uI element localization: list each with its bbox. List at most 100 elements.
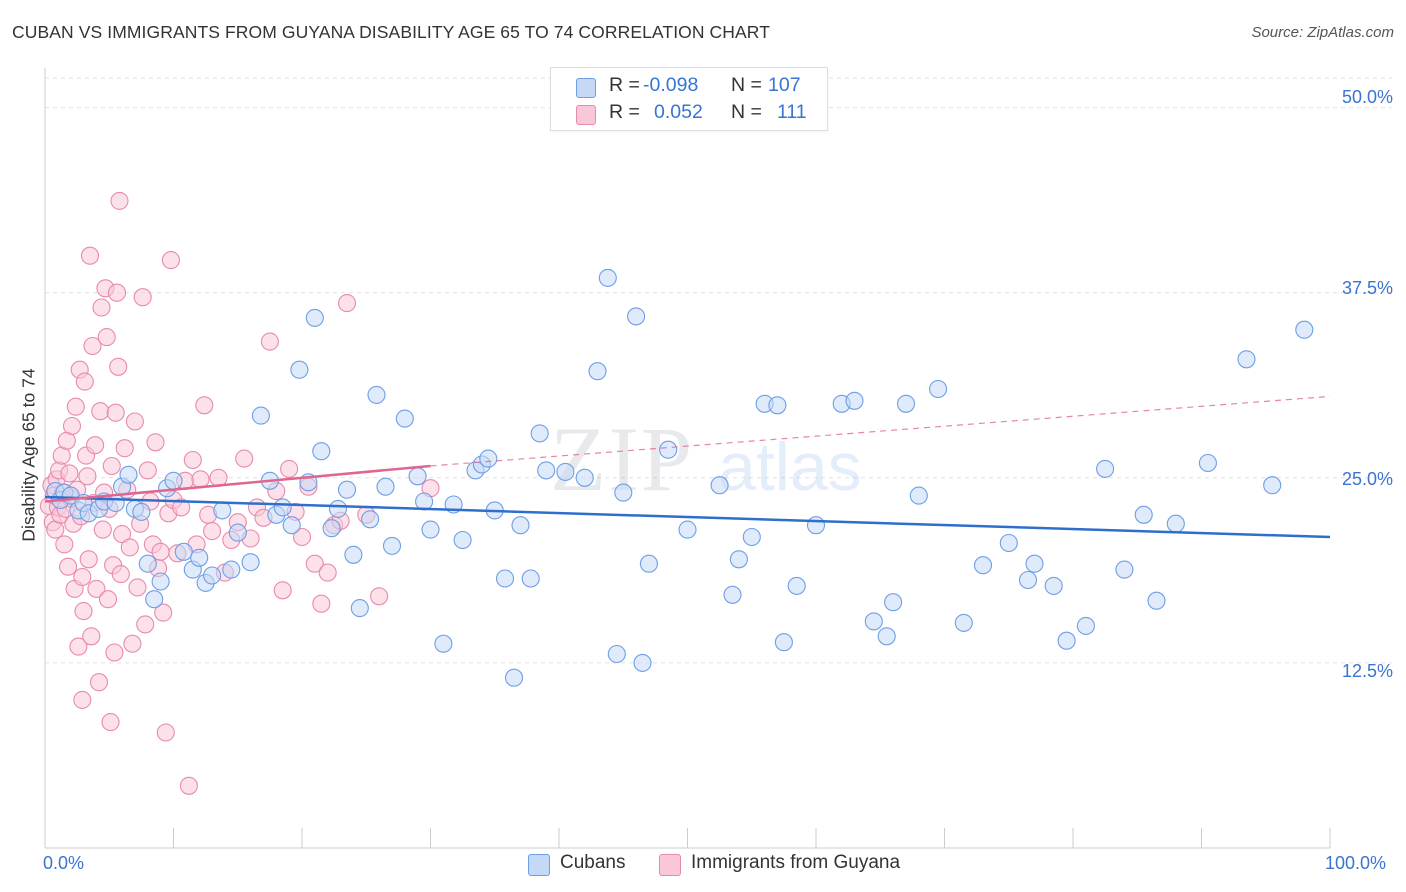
data-point	[627, 307, 646, 326]
data-point	[69, 637, 88, 656]
data-point	[93, 520, 112, 539]
data-point	[78, 467, 97, 486]
data-point	[73, 690, 92, 709]
data-point	[361, 510, 380, 529]
y-axis-label: Disability Age 65 to 74	[18, 368, 39, 542]
data-point	[179, 776, 198, 795]
watermark: ZIP atlas	[550, 408, 862, 510]
data-point	[954, 613, 973, 632]
data-point	[350, 599, 369, 618]
data-point	[742, 527, 761, 547]
data-point	[282, 516, 301, 535]
data-point	[190, 548, 209, 567]
data-point	[633, 653, 652, 672]
data-point	[92, 298, 111, 317]
data-point	[106, 403, 125, 422]
data-point	[203, 566, 222, 585]
data-point	[115, 439, 134, 458]
data-point	[110, 191, 129, 210]
data-point	[89, 673, 109, 692]
data-point	[598, 268, 617, 287]
legend-n-value-cubans: 107	[768, 74, 801, 96]
data-point	[909, 486, 928, 505]
data-point	[128, 578, 147, 597]
data-point	[228, 523, 247, 542]
data-point	[1198, 453, 1217, 473]
data-point	[273, 498, 292, 517]
data-point	[723, 585, 742, 604]
data-point	[1057, 631, 1076, 650]
data-point	[109, 357, 128, 376]
data-point	[174, 542, 193, 561]
data-point	[1166, 514, 1185, 533]
data-point	[344, 545, 363, 564]
data-point	[106, 493, 125, 513]
bottom-legend-swatch-guyana	[659, 854, 681, 876]
data-point	[322, 519, 341, 538]
data-point	[710, 476, 729, 495]
data-point	[305, 554, 324, 573]
data-point	[273, 581, 292, 600]
data-point	[999, 533, 1018, 553]
data-point	[434, 634, 453, 653]
data-point	[183, 450, 202, 470]
data-point	[66, 397, 85, 416]
data-point	[787, 576, 806, 595]
legend-row-guyana: R = 0.052 N = 111	[551, 99, 827, 127]
data-point	[408, 467, 427, 486]
data-point	[1096, 459, 1115, 478]
y-tick-label-50: 50.0%	[1341, 87, 1393, 107]
axes	[44, 68, 1331, 849]
data-point	[146, 433, 165, 452]
grid-lines	[45, 77, 1392, 664]
data-point	[191, 470, 210, 489]
trend-line-guyana-extension	[430, 395, 1331, 467]
data-point	[929, 379, 948, 399]
data-point	[328, 499, 348, 518]
legend-n-label: N =	[731, 74, 762, 96]
data-point	[614, 483, 633, 502]
correlation-legend: R = -0.098 N = 107 R = 0.052 N = 111	[550, 67, 828, 131]
data-point	[111, 565, 130, 584]
data-point	[896, 394, 916, 413]
legend-n-label: N =	[731, 101, 762, 123]
y-tick-label-12-5: 12.5%	[1341, 661, 1393, 681]
data-point	[280, 459, 299, 478]
data-point	[203, 522, 222, 541]
data-point	[87, 579, 106, 598]
data-point	[1025, 554, 1044, 573]
data-point	[91, 402, 110, 421]
bottom-legend-label-cubans: Cubans	[560, 852, 626, 873]
data-point	[101, 713, 120, 732]
legend-r-value-guyana: 0.052	[654, 101, 703, 123]
data-point	[1018, 570, 1038, 590]
data-point	[382, 536, 402, 555]
data-point	[213, 501, 232, 520]
data-point	[312, 594, 331, 613]
data-point	[312, 442, 331, 461]
data-point	[74, 602, 93, 621]
data-point	[864, 612, 883, 631]
trend-line-guyana	[44, 464, 431, 503]
data-point	[479, 449, 498, 468]
data-point	[530, 424, 549, 443]
data-point	[97, 328, 116, 347]
data-point	[83, 336, 102, 356]
data-point	[138, 554, 157, 573]
data-point	[367, 385, 386, 404]
data-point	[1147, 591, 1166, 610]
data-point	[107, 283, 127, 302]
data-point	[1295, 320, 1314, 339]
data-point	[132, 502, 151, 521]
data-point	[973, 556, 993, 575]
data-point	[62, 416, 82, 436]
legend-n-value-guyana: 111	[777, 101, 807, 123]
bottom-legend-swatch-cubans	[528, 854, 550, 876]
data-point	[156, 723, 175, 742]
data-point	[337, 294, 357, 313]
data-point	[235, 449, 254, 468]
data-point	[123, 634, 142, 653]
data-point	[241, 553, 260, 572]
legend-swatch-cubans	[576, 78, 596, 98]
data-point	[222, 560, 241, 579]
